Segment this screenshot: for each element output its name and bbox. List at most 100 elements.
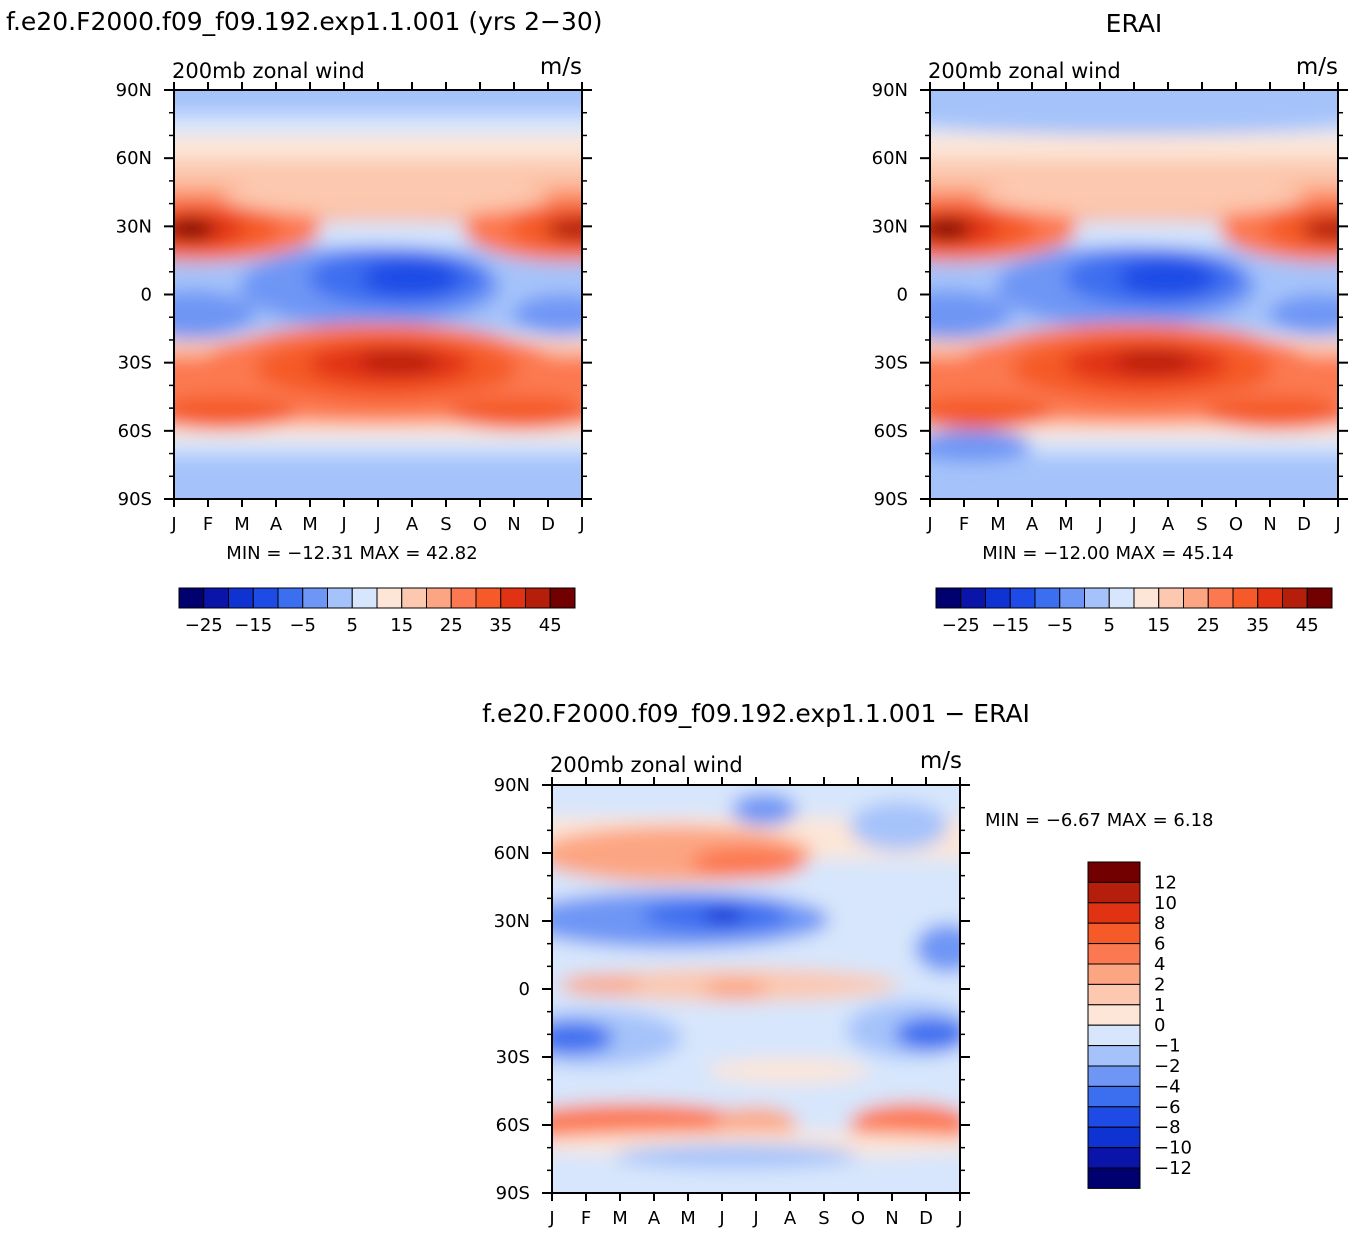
y-tick-label: 0 — [897, 285, 908, 306]
y-tick-label: 30S — [874, 353, 908, 374]
colorbar-label: −8 — [1154, 1117, 1181, 1138]
contour-blob — [1203, 396, 1338, 430]
x-tick-label: M — [1058, 514, 1074, 535]
contour-fill-layer — [930, 90, 1338, 499]
colorbar-swatch — [1087, 881, 1141, 904]
contour-blob — [222, 175, 550, 217]
colorbar-swatch — [1087, 1085, 1141, 1108]
x-tick-label: M — [990, 514, 1006, 535]
colorbar-swatch — [1282, 587, 1308, 609]
panel-erai-title: ERAI — [1106, 9, 1163, 38]
panel-erai-units: m/s — [1296, 54, 1338, 80]
y-tick-label: 60S — [496, 1115, 530, 1136]
contour-blob — [512, 294, 582, 336]
y-tick-label: 0 — [141, 285, 152, 306]
x-tick-label: S — [440, 514, 451, 535]
x-tick-label: J — [752, 1208, 758, 1229]
colorbar-swatch — [935, 587, 962, 609]
colorbar-label: −2 — [1154, 1056, 1181, 1077]
panel-model: f.e20.F2000.f09_f09.192.exp1.1.001 (yrs … — [6, 7, 603, 636]
colorbar-swatch — [1009, 587, 1036, 609]
panel-diff: f.e20.F2000.f09_f09.192.exp1.1.001 − ERA… — [482, 699, 1214, 1229]
colorbar-swatch — [985, 587, 1011, 609]
contour-fill-layer — [552, 785, 960, 1193]
contour-band — [174, 437, 582, 459]
y-tick-label: 90S — [496, 1183, 530, 1204]
colorbar-swatch — [1232, 587, 1259, 609]
colorbar-label: 8 — [1154, 913, 1165, 934]
colorbar-label: −4 — [1154, 1076, 1181, 1097]
y-tick-label: 90N — [116, 80, 152, 101]
contour-blob — [1301, 216, 1338, 242]
colorbar-label: 5 — [347, 615, 358, 636]
contour-blob — [174, 218, 215, 240]
x-tick-label: O — [851, 1208, 865, 1229]
colorbar-label: 25 — [440, 615, 463, 636]
x-tick-label: J — [374, 514, 380, 535]
x-tick-label: A — [648, 1208, 661, 1229]
colorbar-swatch — [277, 587, 304, 609]
colorbar-label: 45 — [539, 615, 562, 636]
colorbar-swatch — [401, 587, 427, 609]
contour-blob — [447, 396, 582, 430]
x-tick-label: O — [1229, 514, 1243, 535]
contour-blob — [707, 1058, 871, 1083]
contour-blob — [552, 1021, 614, 1055]
colorbar-swatch — [960, 587, 986, 609]
colorbar-swatch — [1183, 587, 1209, 609]
x-tick-label: A — [406, 514, 419, 535]
colorbar-swatch — [228, 587, 254, 609]
colorbar-swatch — [549, 587, 576, 609]
colorbar-label: 25 — [1197, 615, 1220, 636]
colorbar-label: −25 — [185, 615, 223, 636]
x-tick-label: D — [541, 514, 555, 535]
contour-blob — [174, 290, 256, 340]
contour-blob — [690, 846, 805, 879]
panel-model-title: f.e20.F2000.f09_f09.192.exp1.1.001 (yrs … — [6, 7, 603, 36]
contour-blob — [978, 175, 1306, 217]
contour-blob — [174, 396, 297, 430]
contour-blob — [930, 218, 971, 240]
colorbar-swatch — [1257, 587, 1283, 609]
x-tick-label: M — [680, 1208, 696, 1229]
contour-fill-layer — [174, 90, 582, 499]
colorbar-label: 15 — [1147, 615, 1170, 636]
x-tick-label: S — [818, 1208, 829, 1229]
contour-blob — [930, 94, 1338, 135]
colorbar-label: −25 — [942, 615, 980, 636]
panel-diff-units: m/s — [920, 748, 962, 774]
contour-blob — [545, 216, 582, 242]
contour-blob — [715, 1107, 797, 1140]
contour-blob — [930, 429, 1032, 463]
contour-blob — [357, 351, 440, 373]
colorbar-swatch — [1087, 1065, 1141, 1087]
x-tick-label: J — [718, 1208, 724, 1229]
y-tick-label: 90N — [872, 80, 908, 101]
colorbar-swatch — [203, 587, 229, 609]
colorbar-swatch — [1059, 587, 1085, 609]
contour-blob — [731, 793, 797, 826]
colorbar-label: 0 — [1154, 1015, 1165, 1036]
x-tick-label: J — [956, 1208, 962, 1229]
panel-model-units: m/s — [540, 54, 582, 80]
colorbar-label: 10 — [1154, 893, 1177, 914]
x-tick-label: M — [612, 1208, 628, 1229]
colorbar-swatch — [1087, 963, 1141, 985]
colorbar-swatch — [1087, 1045, 1141, 1067]
panel-model-subtitle: 200mb zonal wind — [172, 59, 365, 83]
colorbar-swatch — [426, 587, 452, 609]
x-tick-label: M — [234, 514, 250, 535]
colorbar-label: 45 — [1296, 615, 1319, 636]
colorbar-swatch — [1306, 587, 1333, 609]
contour-blob — [1117, 259, 1216, 297]
x-tick-label: F — [581, 1208, 591, 1229]
panel-erai-subtitle: 200mb zonal wind — [928, 59, 1121, 83]
x-tick-label: M — [302, 514, 318, 535]
y-tick-label: 30N — [494, 911, 530, 932]
colorbar-swatch — [1087, 983, 1141, 1006]
panel-diff-stats: MIN = −6.67 MAX = 6.18 — [985, 810, 1214, 831]
y-tick-label: 0 — [519, 979, 530, 1000]
